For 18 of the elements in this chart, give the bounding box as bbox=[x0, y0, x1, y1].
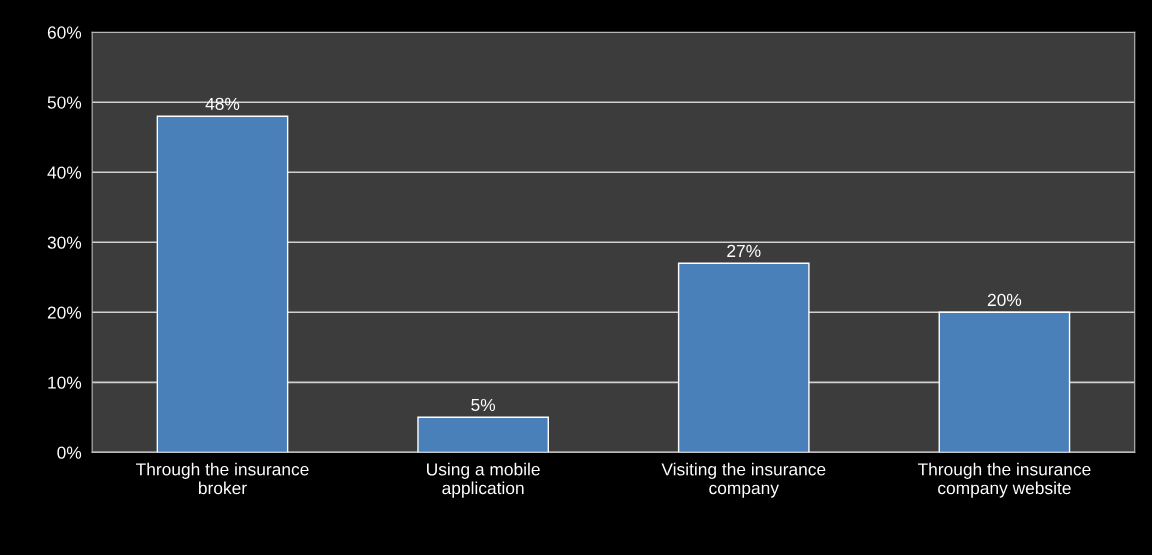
y-tick-label: 10% bbox=[48, 376, 82, 389]
x-tick-label: Visiting the insurance company bbox=[661, 462, 826, 498]
y-tick-label: 40% bbox=[47, 166, 82, 179]
data-label: 5% bbox=[471, 398, 496, 412]
data-label: 20% bbox=[987, 293, 1022, 307]
y-tick-label: 60% bbox=[47, 26, 82, 39]
y-tick-label: 0% bbox=[57, 446, 82, 459]
y-tick-label: 20% bbox=[47, 306, 82, 319]
bar bbox=[417, 416, 549, 453]
x-tick-label: Using a mobile application bbox=[427, 462, 540, 498]
bar bbox=[677, 262, 810, 453]
x-tick-label: Through the insurance broker bbox=[136, 462, 309, 495]
bar bbox=[156, 115, 289, 453]
y-tick-label: 50% bbox=[47, 96, 82, 109]
bar bbox=[938, 311, 1071, 453]
data-label: 27% bbox=[727, 244, 761, 257]
x-tick-label: Through the insurance company website bbox=[917, 462, 1091, 498]
y-tick-label: 30% bbox=[47, 236, 82, 249]
